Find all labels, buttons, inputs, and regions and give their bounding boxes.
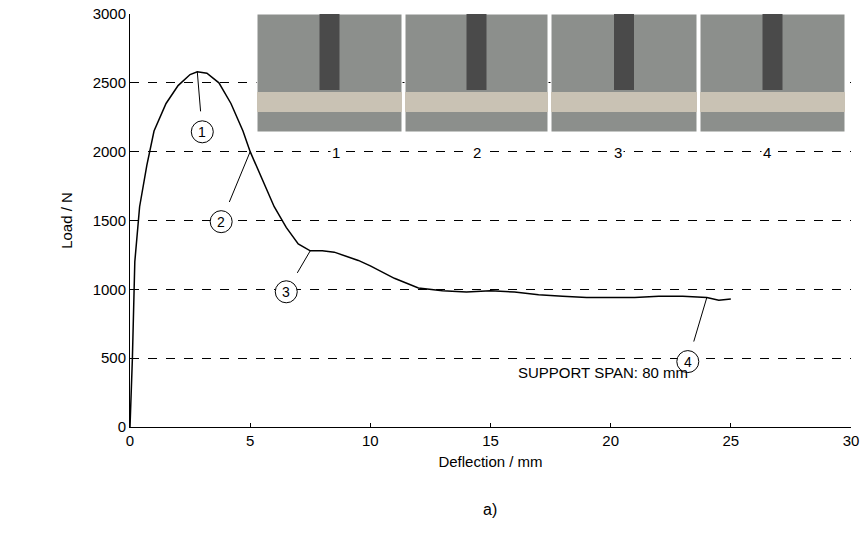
svg-text:2000: 2000 [93, 143, 126, 160]
svg-text:a): a) [483, 501, 497, 518]
svg-text:Load / N: Load / N [58, 192, 75, 249]
svg-text:15: 15 [482, 432, 499, 449]
svg-text:25: 25 [722, 432, 739, 449]
svg-text:1: 1 [332, 144, 340, 161]
svg-text:30: 30 [843, 432, 860, 449]
svg-text:4: 4 [684, 354, 692, 370]
svg-text:10: 10 [362, 432, 379, 449]
svg-text:500: 500 [101, 349, 126, 366]
svg-text:3000: 3000 [93, 5, 126, 22]
svg-text:1: 1 [198, 124, 206, 140]
svg-text:2: 2 [217, 214, 225, 230]
svg-text:2: 2 [473, 144, 481, 161]
svg-text:3: 3 [614, 144, 622, 161]
svg-text:0: 0 [126, 432, 134, 449]
svg-text:1500: 1500 [93, 212, 126, 229]
svg-text:20: 20 [602, 432, 619, 449]
svg-text:2500: 2500 [93, 74, 126, 91]
svg-text:3: 3 [282, 284, 290, 300]
svg-text:Deflection / mm: Deflection / mm [438, 453, 542, 470]
svg-text:0: 0 [118, 418, 126, 435]
svg-text:SUPPORT SPAN: 80 mm: SUPPORT SPAN: 80 mm [518, 364, 688, 381]
svg-text:1000: 1000 [93, 281, 126, 298]
svg-text:4: 4 [763, 144, 771, 161]
svg-text:5: 5 [246, 432, 254, 449]
